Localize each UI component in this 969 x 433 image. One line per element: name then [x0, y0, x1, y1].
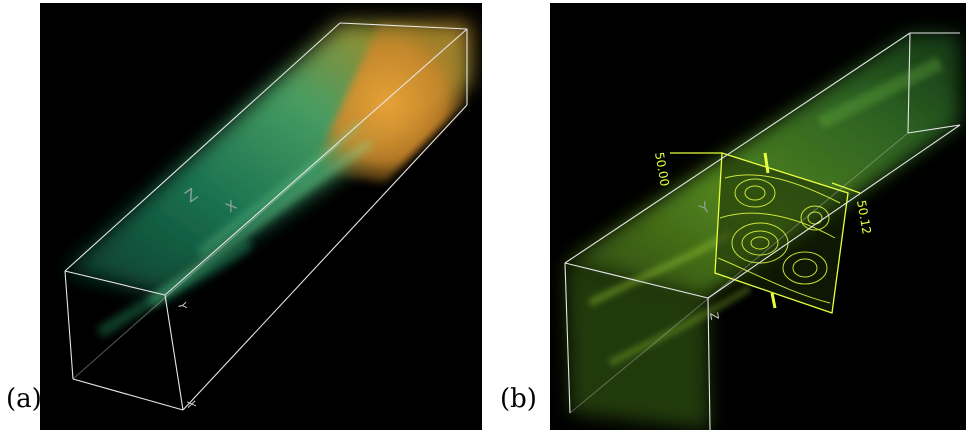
box-a-edge [164, 294, 184, 411]
slice-label-b: 50.12 [854, 199, 874, 235]
slice-plane [670, 152, 861, 314]
plume-b-streak [608, 284, 753, 367]
box-a-edge [72, 142, 341, 380]
box-b-edge [907, 124, 961, 134]
box-b-edge [569, 132, 909, 414]
plume-a-end-face [310, 23, 465, 183]
box-b-edge [907, 32, 911, 134]
box-a-edge [64, 22, 341, 272]
plume-b-streak [816, 56, 944, 130]
panel-a-label: (a) [6, 384, 42, 414]
slice-label-b: 50.00 [652, 151, 672, 187]
panel-b-volume-render: 50.00 50.12 Y Z [550, 3, 966, 430]
axis-label-a: Y [175, 300, 189, 310]
box-b-edge [564, 262, 571, 414]
box-b-edge [707, 124, 961, 299]
panel-b-label: (b) [500, 384, 537, 414]
plume-a-streak [96, 238, 254, 338]
axis-label-a: X [184, 399, 198, 409]
plume-a-streak [197, 120, 363, 257]
axis-label-b: Z [707, 311, 721, 321]
panel-a-volume-render: Z X Y X [40, 3, 482, 430]
box-b-edge [707, 297, 711, 430]
box-b-edge [564, 262, 709, 299]
box-a-edge [182, 104, 468, 411]
box-b-edge [564, 32, 911, 264]
box-a-edge [64, 270, 74, 380]
box-a-edge [164, 28, 468, 296]
box-a-edge [339, 22, 468, 30]
box-a-edge [64, 270, 166, 296]
box-a-edge [72, 378, 184, 411]
